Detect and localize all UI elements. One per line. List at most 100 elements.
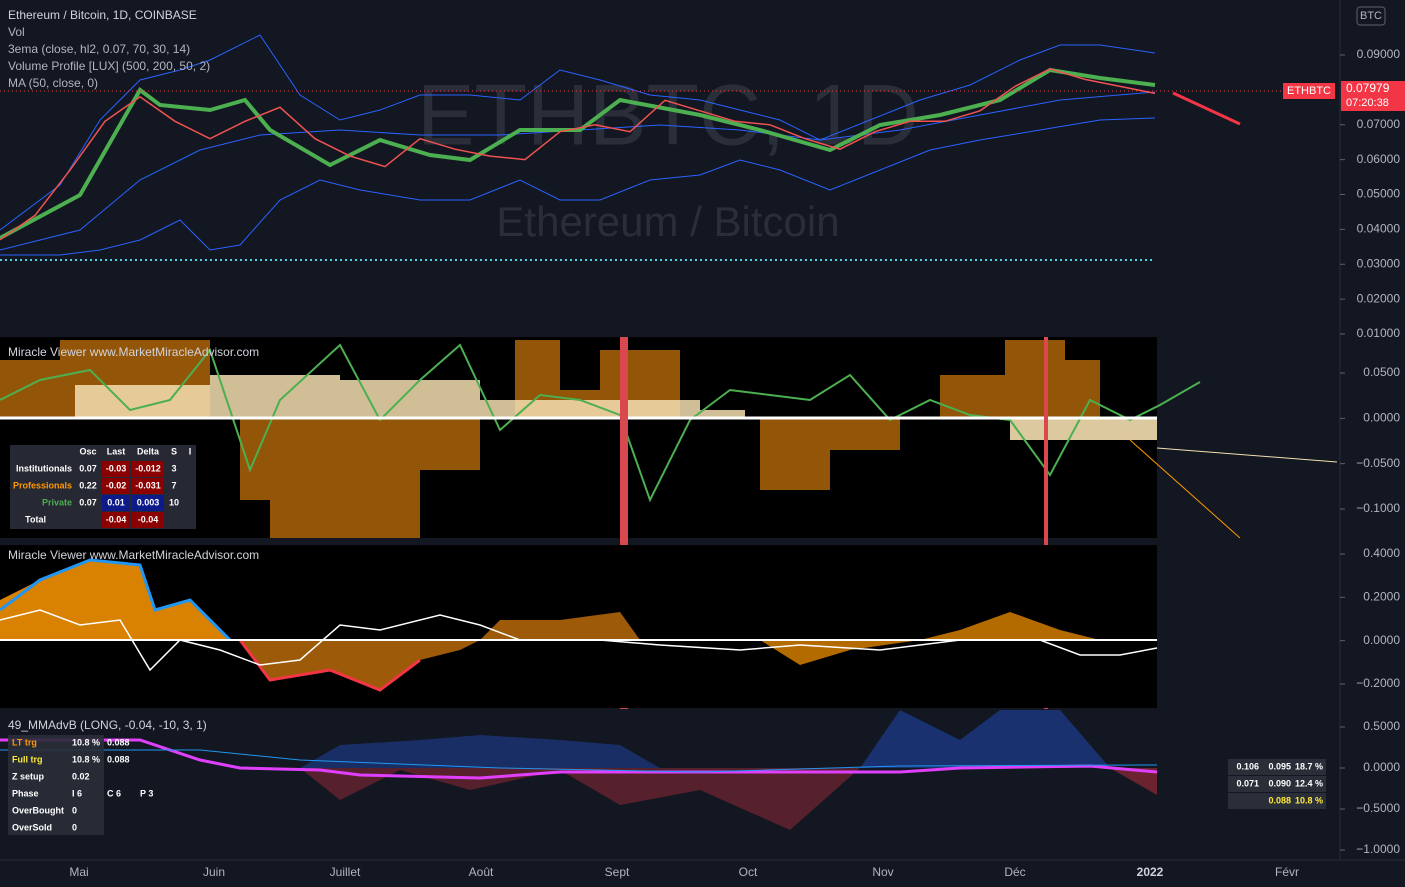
cell-bg (102, 495, 130, 511)
indicator-legend: Vol (8, 25, 25, 39)
table-cell: 0.088 (107, 754, 130, 764)
y-tick-label: 0.04000 (1357, 222, 1401, 236)
table-cell: 0.090 (1268, 778, 1291, 788)
row-label: Full trg (12, 754, 43, 764)
y-tick-label: 0.0000 (1363, 411, 1400, 425)
cell-bg (102, 461, 130, 477)
price-label-box (1341, 81, 1405, 111)
table-header: Last (107, 446, 126, 456)
table-cell: 10.8 % (1295, 795, 1323, 805)
cell-bg (102, 512, 130, 528)
row-label: Private (42, 497, 72, 507)
table-cell: -0.04 (106, 514, 127, 524)
table-bg (1228, 759, 1326, 775)
table-header: Delta (137, 446, 160, 456)
table-cell: I 6 (72, 788, 82, 798)
table-cell: 0 (72, 805, 77, 815)
currency[interactable]: BTC (1360, 10, 1382, 22)
x-tick-label: Nov (872, 865, 893, 879)
row-label: Professionals (13, 480, 72, 490)
x-tick-label: Juillet (330, 865, 361, 879)
table-cell: 0.095 (1268, 761, 1291, 771)
y-tick-label: 0.07000 (1357, 117, 1401, 131)
table-cell: 0.07 (79, 463, 97, 473)
panel-title: Miracle Viewer www.MarketMiracleAdvisor.… (8, 548, 259, 562)
table-cell: 12.4 % (1295, 778, 1323, 788)
indicator-bands (0, 34, 1241, 261)
chart-title: Ethereum / Bitcoin, 1D, COINBASE (8, 8, 197, 22)
cell-bg (102, 478, 130, 494)
table-bg (1228, 793, 1326, 809)
x-tick-label: Déc (1004, 865, 1025, 879)
table-cell: 0.01 (107, 497, 125, 507)
indicator-legend: 3ema (close, hl2, 0.07, 70, 30, 14) (8, 42, 190, 56)
symbol-label-box (1283, 83, 1335, 99)
row-label: Z setup (12, 771, 45, 781)
y-tick-label: 0.02000 (1357, 291, 1401, 305)
table-cell: 0.22 (79, 480, 97, 490)
viewer-2-shapes (0, 558, 1158, 692)
table-cell: 7 (171, 480, 176, 490)
table-cell: 0 (72, 822, 77, 832)
table-cell: -0.03 (106, 463, 127, 473)
y-tick-label: −0.5000 (1356, 801, 1400, 815)
table-cell: 0.07 (79, 497, 97, 507)
mmadv-shapes (0, 710, 1158, 830)
table-cell: C 6 (107, 788, 121, 798)
table-header: Osc (79, 446, 96, 456)
y-tick-label: 0.4000 (1363, 546, 1400, 560)
table-cell: 0.106 (1236, 761, 1259, 771)
table-cell: -0.031 (135, 480, 161, 490)
cell-bg (132, 478, 164, 494)
row-label: Total (25, 514, 46, 524)
x-tick-label: Juin (203, 865, 225, 879)
panel-title: Miracle Viewer www.MarketMiracleAdvisor.… (8, 345, 259, 359)
table-cell: -0.04 (138, 514, 159, 524)
last-price: 0.07979 (1346, 81, 1390, 95)
row-label: Phase (12, 788, 39, 798)
table-cell: 0.02 (72, 771, 90, 781)
table-cell: 3 (171, 463, 176, 473)
table-cell: 18.7 % (1295, 761, 1323, 771)
y-tick-label: 0.01000 (1357, 326, 1401, 340)
currency-box[interactable] (1356, 6, 1386, 26)
cell-bg (132, 512, 164, 528)
table-cell: 10.8 % (72, 737, 100, 747)
x-tick-label: 2022 (1137, 865, 1164, 879)
x-tick-label: Sept (605, 865, 630, 879)
table-cell: 0.071 (1236, 778, 1259, 788)
y-tick-label: 0.5000 (1363, 719, 1400, 733)
table-bg (1228, 776, 1326, 792)
x-tick-label: Mai (69, 865, 88, 879)
table-header: I (189, 446, 192, 456)
price-line (0, 68, 1156, 241)
table-cell: -0.012 (135, 463, 161, 473)
countdown: 07:20:38 (1346, 97, 1389, 109)
y-tick-label: −0.1000 (1356, 501, 1400, 515)
y-tick-label: 0.0000 (1363, 633, 1400, 647)
symbol-label: ETHBTC (1287, 85, 1331, 97)
table-cell: P 3 (140, 788, 153, 798)
table-cell: 10.8 % (72, 754, 100, 764)
panel-title: 49_MMAdvB (LONG, -0.04, -10, 3, 1) (8, 718, 207, 732)
y-tick-label: −1.0000 (1356, 842, 1400, 856)
table-cell: -0.02 (106, 480, 127, 490)
watermark-name: Ethereum / Bitcoin (496, 198, 839, 245)
table-header: S (171, 446, 177, 456)
row-label: Institutionals (16, 463, 72, 473)
y-tick-label: 0.0500 (1363, 365, 1400, 379)
table-cell: 0.088 (107, 737, 130, 747)
cell-bg (132, 495, 164, 511)
indicator-legend: MA (50, close, 0) (8, 76, 98, 90)
y-tick-label: 0.06000 (1357, 152, 1401, 166)
y-tick-label: 0.03000 (1357, 256, 1401, 270)
x-tick-label: Févr (1275, 865, 1299, 879)
x-tick-label: Août (469, 865, 494, 879)
row-label: LT trg (12, 737, 37, 747)
x-tick-label: Oct (739, 865, 758, 879)
y-tick-label: −0.0500 (1356, 456, 1400, 470)
row-label: OverBought (12, 805, 64, 815)
indicator-legend: Volume Profile [LUX] (500, 200, 50, 2) (8, 59, 210, 73)
table-bg (8, 735, 104, 835)
